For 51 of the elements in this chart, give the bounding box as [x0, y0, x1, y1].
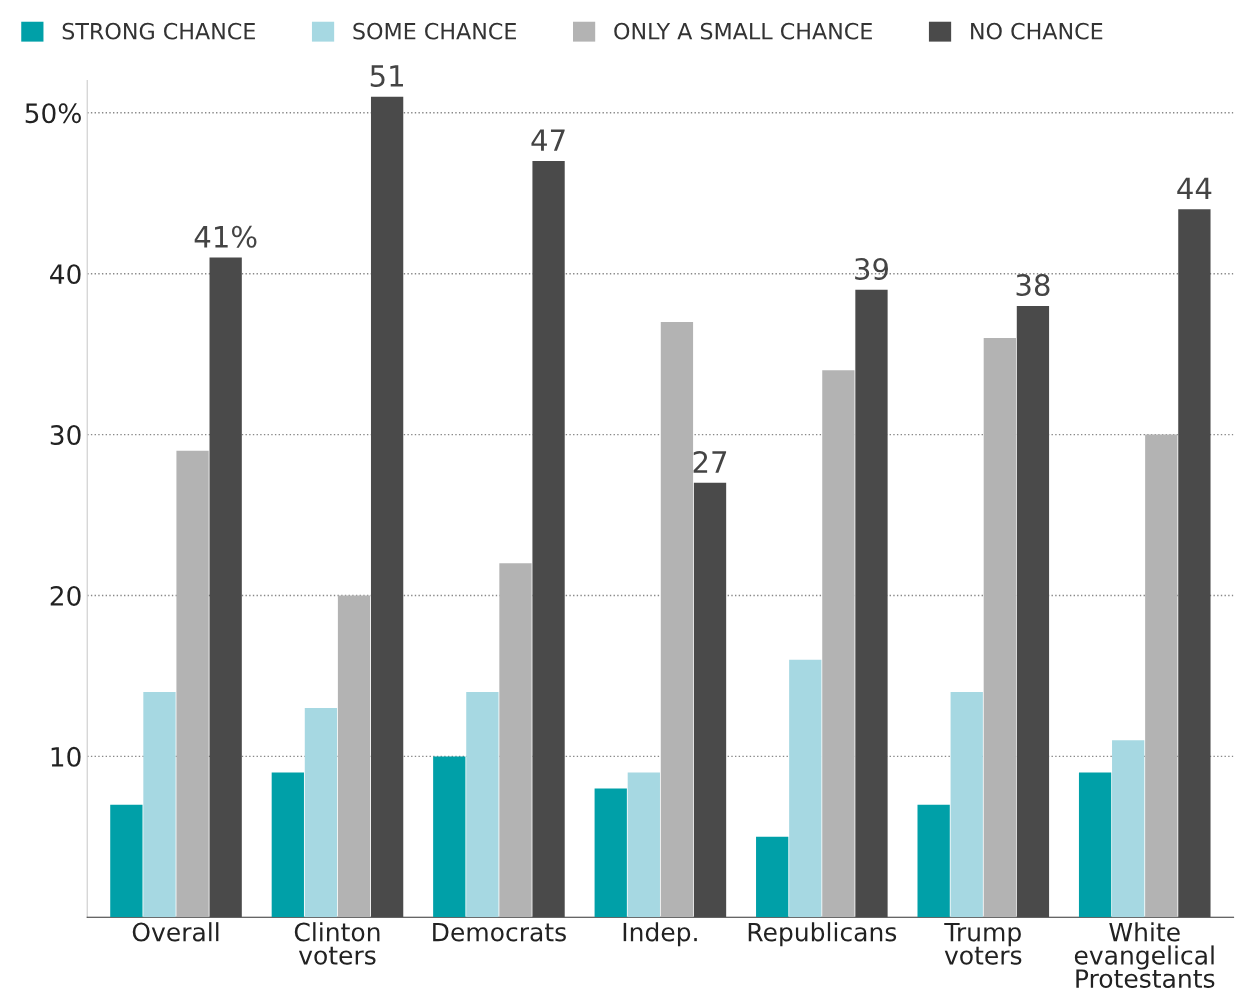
legend-label: SOME CHANCE [353, 22, 516, 40]
bar [627, 772, 660, 918]
bar [532, 161, 565, 918]
bar [855, 289, 888, 918]
bar [693, 482, 727, 918]
data-label: 51 [370, 65, 403, 87]
bar [143, 692, 176, 918]
data-label: 38 [1016, 274, 1050, 297]
bar [433, 756, 466, 918]
y-tick-label: 50% [25, 103, 81, 124]
bar [789, 659, 822, 918]
x-tick-label: Indep. [623, 922, 697, 947]
y-tick-label: 20 [50, 585, 81, 606]
bar [370, 96, 404, 918]
bar [466, 692, 499, 918]
legend-label: NO CHANCE [971, 22, 1103, 40]
bar [304, 708, 338, 918]
x-tick-label: Republicans [748, 922, 897, 947]
y-tick-label: 40 [50, 264, 81, 285]
bar [950, 692, 983, 918]
bar [1178, 209, 1211, 918]
bar [176, 450, 209, 918]
bar [660, 321, 694, 918]
bar [209, 257, 242, 918]
bar [1016, 305, 1050, 918]
bar [594, 788, 627, 918]
bar [983, 338, 1016, 918]
bar [499, 563, 532, 918]
y-tick-label: 10 [51, 746, 81, 767]
x-tick-label: Clinton voters [294, 922, 380, 965]
bar [1112, 740, 1145, 918]
bar [337, 595, 371, 918]
data-label: 47 [531, 129, 565, 151]
x-tick-label: White evangelical Protestants [1074, 922, 1215, 988]
x-tick-label: Trump voters [944, 922, 1022, 965]
data-label: 44 [1177, 177, 1212, 200]
x-tick-label: Democrats [433, 922, 566, 942]
bar [917, 804, 950, 918]
bar [1078, 772, 1112, 918]
legend-label: STRONG CHANCE [62, 22, 255, 40]
bar [1145, 434, 1178, 918]
data-label: 41% [194, 225, 257, 248]
data-label: 39 [855, 257, 888, 280]
bar [756, 836, 789, 918]
bar [271, 772, 304, 918]
y-tick-label: 30 [50, 425, 81, 445]
legend-label: ONLY A SMALL CHANCE [614, 22, 872, 40]
bar [822, 370, 855, 918]
x-tick-label: Overall [132, 922, 219, 942]
bar [110, 804, 143, 918]
data-label: 27 [693, 450, 727, 473]
